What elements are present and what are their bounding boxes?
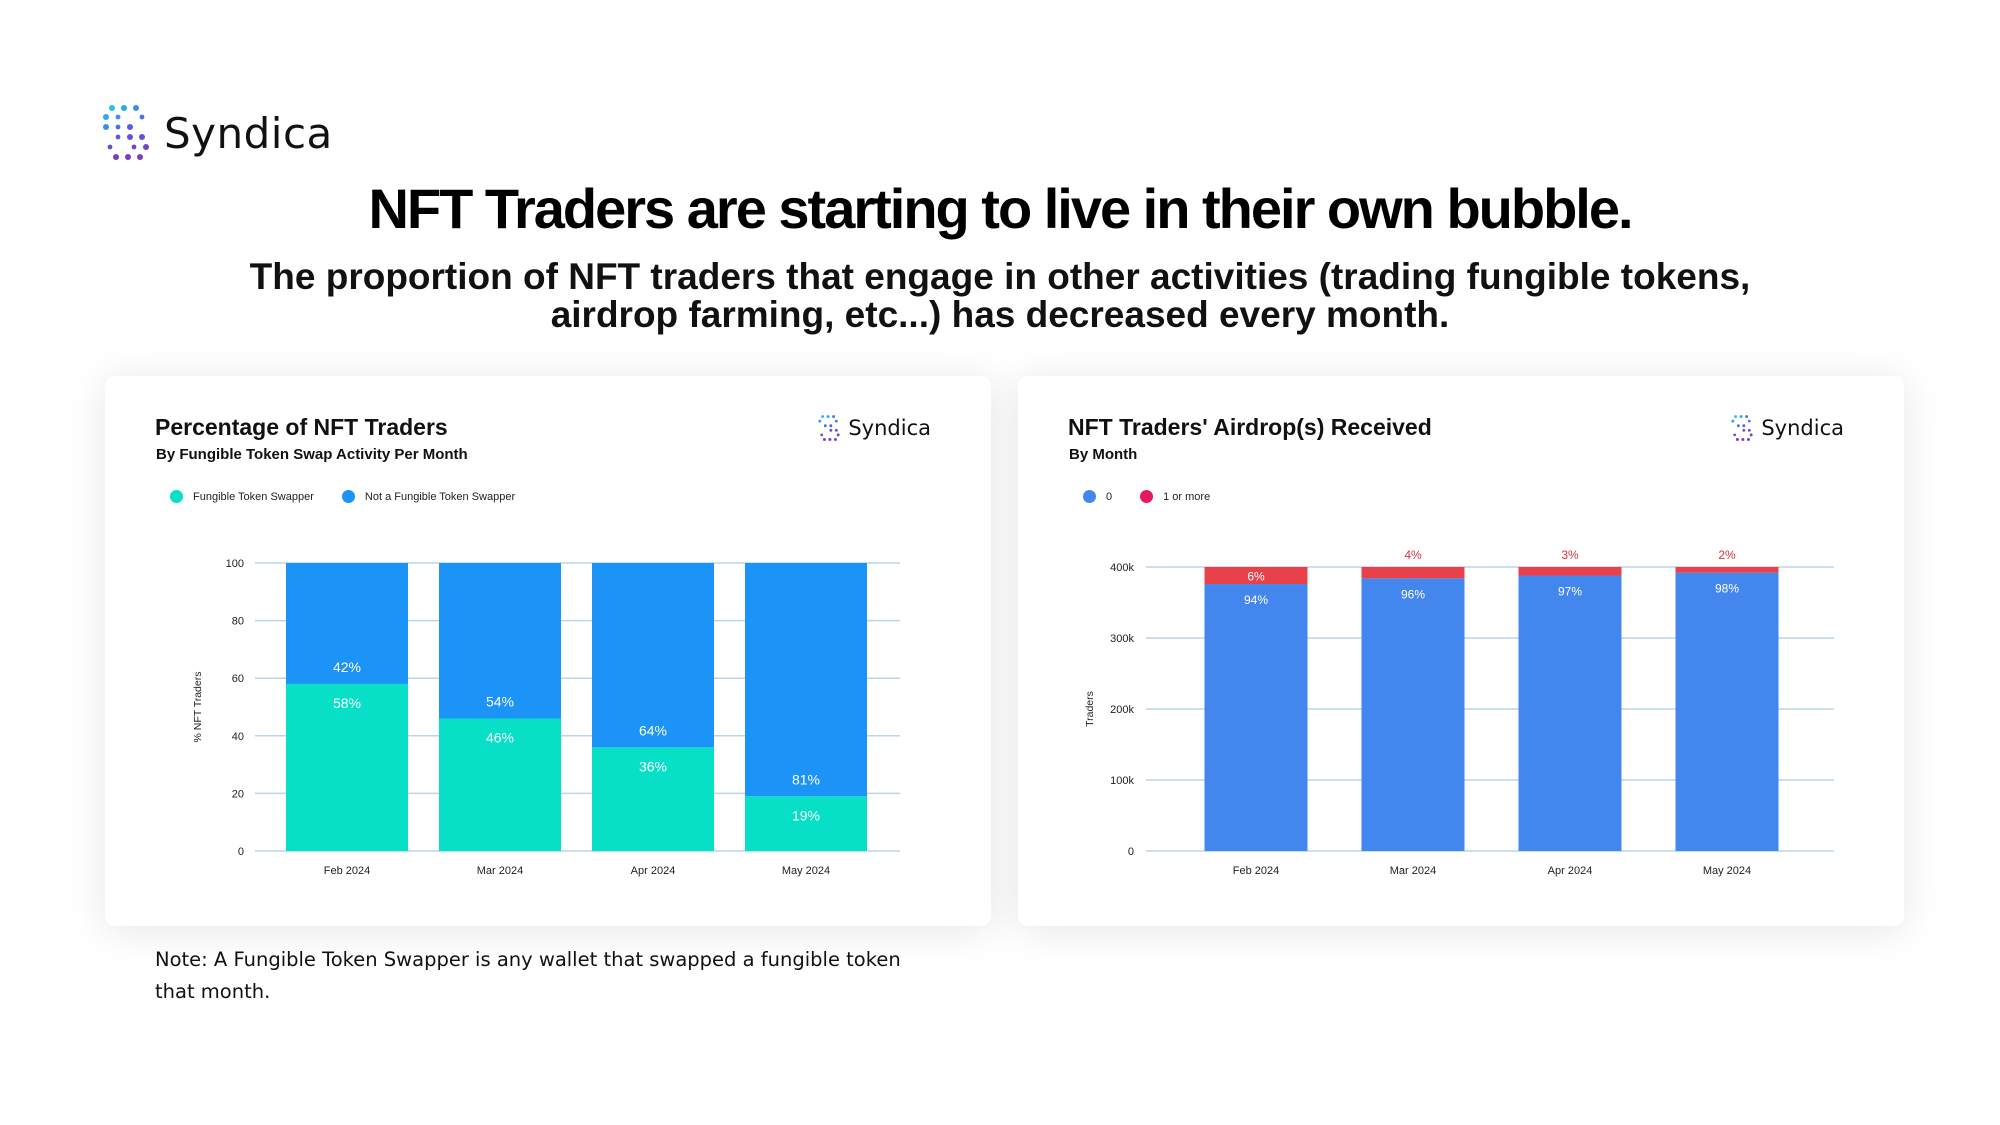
y-tick-label: 200k — [1110, 704, 1134, 716]
legend-swatch-zero — [1083, 490, 1096, 503]
page-subhead: The proportion of NFT traders that engag… — [249, 256, 1751, 335]
syndica-logo-icon — [818, 415, 840, 441]
card-brand-name: Syndica — [1761, 416, 1844, 440]
chart-subtitle: By Fungible Token Swap Activity Per Mont… — [156, 446, 468, 463]
x-tick-label: Feb 2024 — [1233, 865, 1279, 877]
y-tick-label: 20 — [232, 788, 244, 800]
chart-legend: Fungible Token Swapper Not a Fungible To… — [170, 490, 543, 503]
bar-segment-fungible-token-swapper — [439, 718, 561, 851]
bar-segment-0 — [1518, 575, 1622, 851]
y-tick-label: 400k — [1110, 562, 1134, 574]
chart-title: NFT Traders' Airdrop(s) Received — [1068, 414, 1432, 440]
data-label: 2% — [1718, 548, 1736, 562]
bar-segment-not-a-fungible-token-swapper — [745, 563, 867, 797]
chart-title: Percentage of NFT Traders — [155, 414, 448, 440]
y-tick-label: 100 — [226, 558, 244, 570]
legend-swatch-swapper — [170, 490, 183, 503]
stacked-bar-chart-swap-activity: 0 20 40 60 80 100 % NFT Traders 42% 58% Feb 2024 5… — [192, 558, 900, 877]
data-label: 96% — [1401, 587, 1425, 601]
page-headline: NFT Traders are starting to live in thei… — [368, 177, 1633, 240]
data-label: 36% — [639, 758, 667, 774]
card-brand: Syndica — [1731, 414, 1844, 442]
data-label: 46% — [486, 730, 514, 746]
bar-segment-0 — [1204, 584, 1308, 851]
y-axis-label: Traders — [1084, 691, 1096, 727]
bar-segment-1-or-more — [1204, 567, 1308, 585]
x-tick-label: May 2024 — [1703, 865, 1751, 877]
y-tick-label: 300k — [1110, 633, 1134, 645]
bar-segment-1-or-more — [1518, 567, 1622, 576]
card-brand-name: Syndica — [848, 416, 931, 440]
chart-card-swap-activity: Percentage of NFT Traders By Fungible To… — [105, 376, 991, 926]
y-tick-label: 80 — [232, 616, 244, 628]
x-tick-label: Feb 2024 — [324, 865, 370, 877]
brand: Syndica — [102, 102, 333, 164]
card-brand: Syndica — [818, 414, 931, 442]
bar-segment-not-a-fungible-token-swapper — [286, 563, 408, 684]
data-label: 19% — [792, 807, 820, 823]
bar-segment-0 — [1675, 572, 1779, 851]
y-tick-label: 0 — [1128, 846, 1134, 858]
brand-name: Syndica — [164, 108, 333, 158]
data-label: 42% — [333, 659, 361, 675]
bar-segment-not-a-fungible-token-swapper — [439, 563, 561, 719]
data-label: 4% — [1404, 548, 1422, 562]
x-tick-label: May 2024 — [782, 865, 830, 877]
stacked-bar-chart-airdrops: 0 100k 200k 300k 400k Traders 6% 94% Feb 2024 4% 9… — [1084, 548, 1834, 877]
legend-item-zero: 0 — [1083, 490, 1112, 503]
footnote: Note: A Fungible Token Swapper is any wa… — [155, 948, 901, 1003]
chart-subtitle: By Month — [1069, 446, 1138, 463]
legend-item-swapper: Fungible Token Swapper — [170, 490, 314, 503]
legend-item-one-or-more: 1 or more — [1140, 490, 1210, 503]
bar-segment-1-or-more — [1675, 567, 1779, 573]
bar-segment-fungible-token-swapper — [286, 683, 408, 851]
legend-item-not-swapper: Not a Fungible Token Swapper — [341, 490, 516, 503]
y-tick-label: 0 — [238, 846, 244, 858]
bar-segment-fungible-token-swapper — [745, 796, 867, 851]
legend-label: 1 or more — [1163, 490, 1211, 503]
syndica-logo-icon — [103, 105, 149, 160]
y-tick-label: 40 — [232, 731, 244, 743]
data-label: 54% — [486, 694, 514, 710]
data-label: 58% — [333, 695, 361, 711]
y-tick-label: 60 — [232, 673, 244, 685]
chart-legend: 0 1 or more — [1083, 490, 1238, 503]
x-tick-label: Apr 2024 — [1548, 865, 1593, 877]
y-axis-label: % NFT Traders — [192, 672, 204, 743]
x-tick-label: Mar 2024 — [477, 865, 523, 877]
legend-swatch-not-swapper — [341, 490, 355, 503]
chart-card-airdrops: NFT Traders' Airdrop(s) Received By Mont… — [1018, 376, 1904, 926]
bar-segment-0 — [1361, 578, 1465, 851]
legend-label: Fungible Token Swapper — [193, 490, 314, 503]
x-tick-label: Apr 2024 — [631, 865, 676, 877]
data-label: 3% — [1561, 548, 1579, 562]
data-label: 98% — [1715, 582, 1739, 596]
bar-segment-not-a-fungible-token-swapper — [592, 563, 714, 748]
legend-label: Not a Fungible Token Swapper — [364, 490, 516, 503]
y-tick-label: 100k — [1110, 775, 1134, 787]
x-tick-label: Mar 2024 — [1390, 865, 1436, 877]
syndica-logo-icon — [1731, 415, 1753, 441]
data-label: 6% — [1247, 570, 1265, 584]
bar-segment-1-or-more — [1361, 567, 1465, 579]
legend-swatch-one-or-more — [1140, 490, 1154, 503]
data-label: 81% — [792, 771, 820, 787]
data-label: 94% — [1244, 593, 1268, 607]
data-label: 97% — [1558, 585, 1582, 599]
data-label: 64% — [639, 722, 667, 738]
legend-label: 0 — [1106, 490, 1113, 503]
bar-segment-fungible-token-swapper — [592, 747, 714, 851]
